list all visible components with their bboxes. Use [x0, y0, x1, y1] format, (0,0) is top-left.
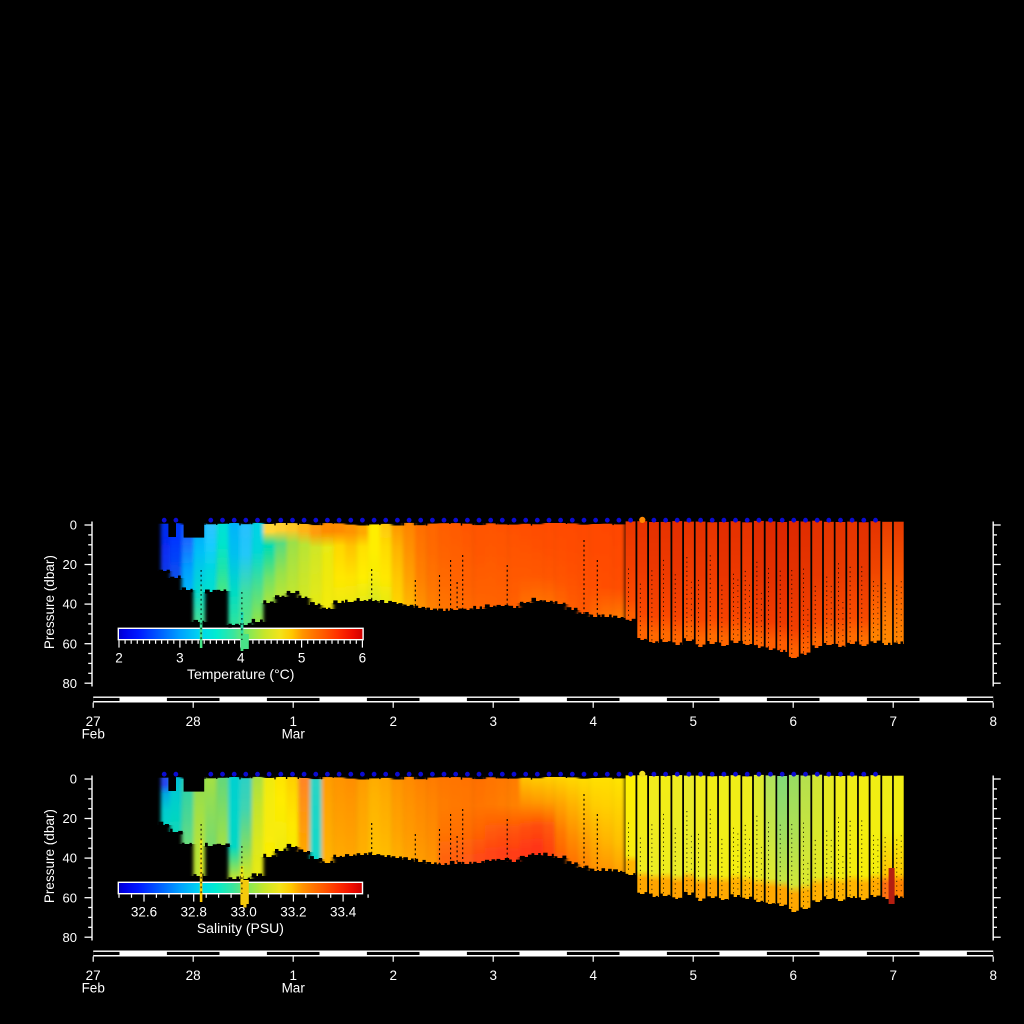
svg-text:Mar: Mar: [282, 981, 306, 996]
svg-text:1: 1: [289, 968, 297, 983]
svg-text:Feb: Feb: [82, 981, 105, 996]
svg-text:Pressure (dbar): Pressure (dbar): [42, 809, 57, 903]
svg-text:Salinity (PSU): Salinity (PSU): [197, 920, 284, 936]
svg-text:32.6: 32.6: [131, 905, 157, 920]
svg-text:20: 20: [63, 557, 77, 572]
svg-text:Mar: Mar: [282, 727, 306, 742]
svg-text:28: 28: [186, 714, 201, 729]
svg-text:4: 4: [237, 651, 245, 666]
svg-text:40: 40: [63, 597, 77, 612]
svg-text:7: 7: [889, 968, 897, 983]
svg-text:32.8: 32.8: [181, 905, 207, 920]
svg-text:33.4: 33.4: [330, 905, 357, 920]
svg-text:2: 2: [115, 651, 123, 666]
svg-text:6: 6: [789, 968, 797, 983]
svg-text:3: 3: [489, 714, 497, 729]
svg-text:33.2: 33.2: [280, 905, 306, 920]
svg-text:0: 0: [70, 518, 77, 533]
svg-text:3: 3: [176, 651, 184, 666]
svg-text:3: 3: [489, 968, 497, 983]
svg-text:4: 4: [589, 714, 597, 729]
svg-text:8: 8: [989, 714, 997, 729]
svg-text:80: 80: [63, 930, 77, 945]
svg-text:27: 27: [86, 714, 101, 729]
svg-text:4: 4: [589, 968, 597, 983]
svg-text:6: 6: [789, 714, 797, 729]
svg-text:Pressure (dbar): Pressure (dbar): [42, 555, 57, 649]
svg-text:1: 1: [289, 714, 297, 729]
svg-text:5: 5: [689, 714, 697, 729]
svg-text:8: 8: [989, 968, 997, 983]
svg-text:7: 7: [889, 714, 897, 729]
svg-text:80: 80: [63, 676, 77, 691]
svg-text:0: 0: [70, 772, 77, 787]
svg-text:Feb: Feb: [82, 727, 105, 742]
svg-text:27: 27: [86, 968, 101, 983]
svg-text:20: 20: [63, 811, 77, 826]
svg-text:6: 6: [359, 651, 367, 666]
svg-text:40: 40: [63, 851, 77, 866]
svg-text:5: 5: [689, 968, 697, 983]
svg-text:2: 2: [389, 714, 397, 729]
svg-text:60: 60: [63, 890, 77, 905]
svg-text:60: 60: [63, 636, 77, 651]
svg-text:Temperature (°C): Temperature (°C): [187, 666, 295, 682]
svg-text:33.0: 33.0: [230, 905, 256, 920]
svg-text:2: 2: [389, 968, 397, 983]
svg-text:5: 5: [298, 651, 306, 666]
svg-text:28: 28: [186, 968, 201, 983]
